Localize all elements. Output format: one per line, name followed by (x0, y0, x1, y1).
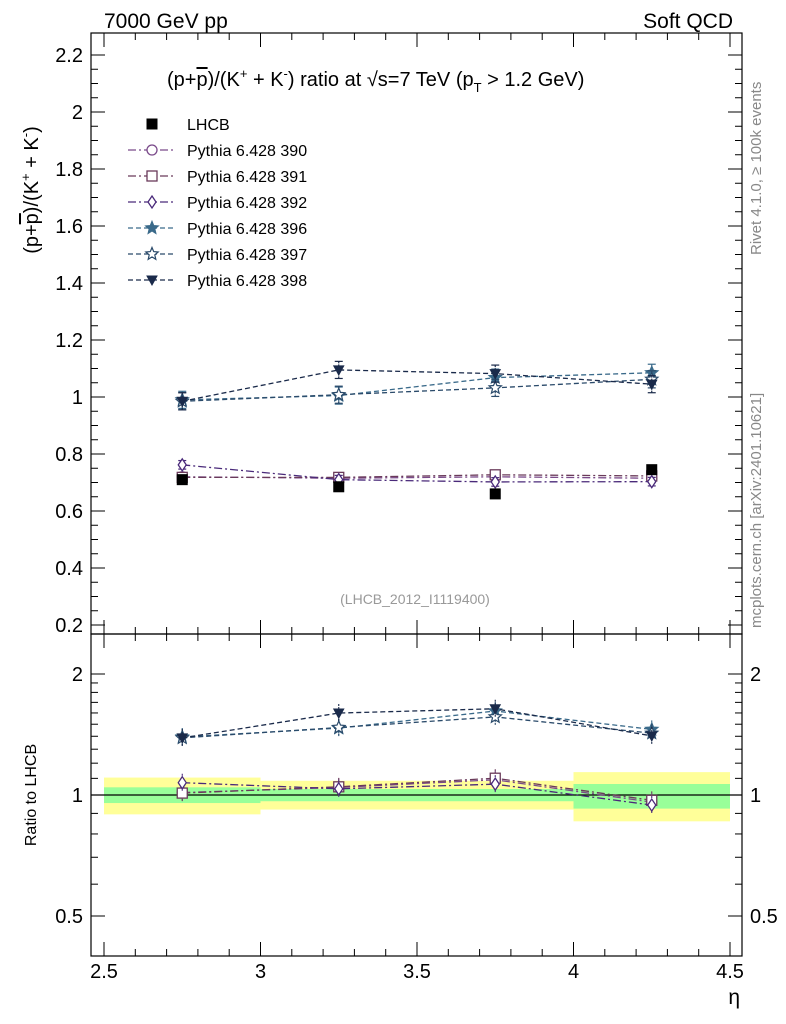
x-tick-label: 4.5 (716, 961, 744, 983)
marker-diamond (490, 776, 501, 792)
legend-label: Pythia 6.428 397 (187, 247, 307, 264)
marker-circle (146, 144, 158, 156)
series-s398 (176, 360, 658, 411)
marker-data-square (333, 481, 345, 493)
x-axis-label: η (728, 986, 740, 1009)
ratio-ytick-label-right: 0.5 (750, 906, 778, 928)
ratio-series-line (182, 708, 652, 739)
marker-square (146, 170, 158, 182)
marker-triangle-down (489, 369, 502, 380)
ratio-ytick-label: 2 (72, 664, 83, 686)
marker-star (331, 719, 347, 735)
main-series (174, 360, 660, 500)
analysis-watermark: (LHCB_2012_I1119400) (340, 591, 490, 607)
header-left: 7000 GeV pp (104, 10, 228, 33)
ratio-ylabel: Ratio to LHCB (23, 744, 40, 846)
marker-triangle-down (146, 275, 158, 287)
legend-label: Pythia 6.428 396 (187, 221, 307, 238)
pbar: p (196, 69, 207, 91)
marker-triangle-down (176, 396, 189, 408)
series-line (182, 464, 652, 483)
ratio-series-s392 (177, 773, 657, 815)
series-s392 (177, 457, 657, 490)
marker-star (487, 379, 503, 395)
marker-diamond (646, 797, 657, 813)
marker-data-square (489, 488, 501, 500)
marker-star (144, 219, 160, 235)
ratio-series-line (182, 716, 652, 739)
side-text-top: Rivet 4.1.0, ≥ 100k events (748, 82, 765, 255)
marker-diamond (646, 474, 657, 489)
marker-data-square (146, 118, 158, 130)
main-ytick-label: 2 (72, 102, 83, 124)
main-ytick-label: 1.2 (55, 330, 83, 352)
marker-data-square (176, 474, 188, 486)
marker-triangle-down (176, 733, 189, 744)
x-tick-label: 3.5 (403, 961, 431, 983)
x-tick-label: 2.5 (90, 961, 118, 983)
ratio-series-s398 (176, 699, 658, 747)
marker-diamond (177, 775, 188, 790)
side-text-bottom: mcplots.cern.ch [arXiv:2401.10621] (748, 393, 765, 628)
main-ytick-label: 0.8 (55, 444, 83, 466)
header-right: Soft QCD (643, 10, 733, 33)
main-ytick-label: 0.2 (55, 615, 83, 637)
series-lhcb-data (176, 464, 658, 500)
legend-label: Pythia 6.428 392 (187, 195, 307, 212)
legend-label: Pythia 6.428 390 (187, 143, 307, 160)
marker-triangle-down (332, 365, 345, 376)
main-ytick-label: 2.2 (55, 45, 83, 67)
x-tick-label: 3 (255, 961, 266, 983)
ratio-ytick-label-right: 1 (750, 785, 761, 807)
main-ytick-label: 0.6 (55, 501, 83, 523)
legend: LHCB Pythia 6.428 390 Pythia 6.428 391 Pyth… (128, 117, 307, 290)
main-ytick-label: 1 (72, 387, 83, 409)
marker-triangle-down (645, 379, 658, 391)
x-tick-label: 4 (568, 961, 579, 983)
legend-label: Pythia 6.428 391 (187, 169, 307, 186)
series-line (182, 372, 652, 401)
marker-triangle-down (489, 704, 502, 715)
ratio-ytick-label-right: 2 (750, 664, 761, 686)
series-line (182, 474, 652, 479)
marker-diamond (490, 474, 501, 490)
marker-star (331, 386, 347, 402)
marker-data-square (646, 464, 658, 476)
main-ytick-label: 1.6 (55, 216, 83, 238)
marker-triangle-down (645, 731, 658, 742)
marker-diamond (177, 457, 188, 473)
main-ytick-label: 1.8 (55, 159, 83, 181)
marker-star (144, 245, 160, 261)
ratio-panel: 0.5 0.5 1 1 2 2 2.5 3 3.5 4 4.5 Ratio to LHCB η (23, 633, 778, 1009)
ratio-ytick-label: 0.5 (55, 906, 83, 928)
main-ytick-label: 1.4 (55, 273, 83, 295)
marker-diamond (147, 194, 157, 210)
series-line (182, 369, 652, 402)
marker-triangle-down (332, 708, 345, 720)
series-line (182, 476, 652, 479)
ratio-series (174, 699, 660, 815)
chart-title: (p+p)/(K+ + K-) ratio at √s=7 TeV (pT > … (167, 66, 584, 95)
series-s397 (174, 370, 660, 411)
main-ytick-label: 0.4 (55, 558, 83, 580)
main-ylabel: (p+p)/(K+ + K-) (18, 126, 43, 254)
series-line (182, 378, 652, 402)
ratio-series-s396 (174, 702, 660, 747)
ratio-bands (91, 772, 742, 822)
ratio-ytick-label: 1 (72, 785, 83, 807)
ratio-axes: 0.5 0.5 1 1 2 2 2.5 3 3.5 4 4.5 (55, 634, 778, 983)
marker-diamond (333, 781, 344, 796)
legend-label: Pythia 6.428 398 (187, 273, 307, 290)
series-s396 (174, 363, 660, 409)
legend-label-lhcb: LHCB (187, 117, 230, 134)
ratio-series-line (182, 710, 652, 738)
main-panel: 0.2 0.4 0.6 0.8 1 1.2 1.4 1.6 1.8 2 2.2 (p+p)/(K+ … (18, 32, 743, 637)
main-axes: 0.2 0.4 0.6 0.8 1 1.2 1.4 1.6 1.8 2 2.2 (55, 33, 742, 637)
